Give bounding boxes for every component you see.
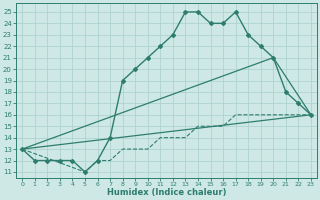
X-axis label: Humidex (Indice chaleur): Humidex (Indice chaleur): [107, 188, 226, 197]
